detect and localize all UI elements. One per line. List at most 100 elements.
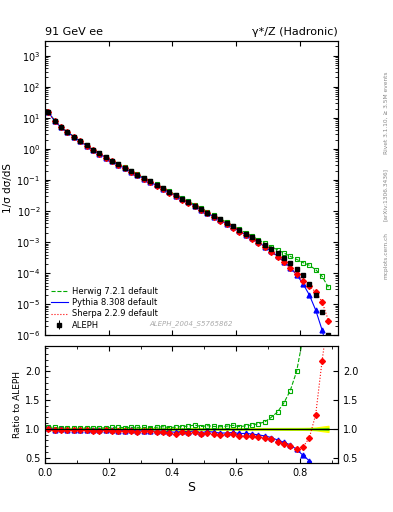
Herwig 7.2.1 default — [231, 223, 235, 229]
Line: Sherpa 2.2.9 default: Sherpa 2.2.9 default — [48, 112, 329, 321]
Pythia 8.308 default — [320, 327, 325, 333]
Pythia 8.308 default — [269, 248, 274, 254]
Herwig 7.2.1 default — [326, 284, 331, 290]
Sherpa 2.2.9 default — [294, 271, 299, 278]
Sherpa 2.2.9 default — [205, 210, 210, 217]
Pythia 8.308 default — [263, 244, 267, 250]
Herwig 7.2.1 default — [135, 172, 140, 178]
Sherpa 2.2.9 default — [65, 129, 70, 135]
Sherpa 2.2.9 default — [231, 225, 235, 231]
Herwig 7.2.1 default — [129, 168, 134, 174]
Pythia 8.308 default — [256, 239, 261, 245]
Pythia 8.308 default — [154, 182, 159, 188]
Y-axis label: Ratio to ALEPH: Ratio to ALEPH — [13, 371, 22, 438]
Sherpa 2.2.9 default — [224, 221, 229, 227]
Pythia 8.308 default — [148, 179, 152, 185]
Herwig 7.2.1 default — [224, 219, 229, 225]
Sherpa 2.2.9 default — [110, 158, 114, 164]
Sherpa 2.2.9 default — [97, 151, 102, 157]
Herwig 7.2.1 default — [288, 253, 293, 260]
Herwig 7.2.1 default — [167, 188, 172, 195]
Pythia 8.308 default — [84, 142, 89, 148]
Text: [arXiv:1306.3436]: [arXiv:1306.3436] — [383, 168, 388, 221]
Pythia 8.308 default — [59, 124, 63, 131]
Sherpa 2.2.9 default — [326, 317, 331, 324]
Herwig 7.2.1 default — [52, 118, 57, 124]
Sherpa 2.2.9 default — [46, 109, 51, 115]
Pythia 8.308 default — [78, 138, 83, 144]
Pythia 8.308 default — [161, 186, 165, 192]
Sherpa 2.2.9 default — [211, 214, 216, 220]
Pythia 8.308 default — [122, 165, 127, 171]
Herwig 7.2.1 default — [173, 191, 178, 198]
Herwig 7.2.1 default — [65, 129, 70, 135]
Pythia 8.308 default — [116, 162, 121, 168]
Sherpa 2.2.9 default — [52, 118, 57, 124]
Sherpa 2.2.9 default — [180, 197, 184, 203]
Pythia 8.308 default — [65, 129, 70, 135]
Pythia 8.308 default — [250, 236, 254, 242]
Herwig 7.2.1 default — [320, 273, 325, 280]
Herwig 7.2.1 default — [256, 237, 261, 243]
Herwig 7.2.1 default — [281, 250, 286, 256]
Pythia 8.308 default — [186, 199, 191, 205]
Sherpa 2.2.9 default — [281, 259, 286, 265]
Sherpa 2.2.9 default — [307, 283, 312, 289]
Text: ALEPH_2004_S5765862: ALEPH_2004_S5765862 — [150, 320, 233, 327]
Pythia 8.308 default — [231, 224, 235, 230]
Sherpa 2.2.9 default — [135, 173, 140, 179]
Pythia 8.308 default — [180, 196, 184, 202]
Legend: Herwig 7.2.1 default, Pythia 8.308 default, Sherpa 2.2.9 default, ALEPH: Herwig 7.2.1 default, Pythia 8.308 defau… — [50, 286, 160, 331]
Sherpa 2.2.9 default — [161, 186, 165, 192]
Sherpa 2.2.9 default — [250, 236, 254, 242]
Pythia 8.308 default — [141, 176, 146, 182]
Pythia 8.308 default — [97, 151, 102, 157]
Pythia 8.308 default — [199, 206, 204, 212]
Line: Pythia 8.308 default: Pythia 8.308 default — [48, 112, 329, 354]
Pythia 8.308 default — [313, 307, 318, 313]
Sherpa 2.2.9 default — [72, 134, 76, 140]
Text: mcplots.cern.ch: mcplots.cern.ch — [383, 232, 388, 280]
Herwig 7.2.1 default — [116, 161, 121, 167]
Pythia 8.308 default — [224, 221, 229, 227]
Herwig 7.2.1 default — [141, 175, 146, 181]
Sherpa 2.2.9 default — [275, 253, 280, 260]
Herwig 7.2.1 default — [211, 212, 216, 219]
Herwig 7.2.1 default — [180, 195, 184, 201]
Herwig 7.2.1 default — [46, 109, 51, 115]
Y-axis label: 1/σ dσ/dS: 1/σ dσ/dS — [4, 163, 13, 213]
Sherpa 2.2.9 default — [288, 265, 293, 271]
Pythia 8.308 default — [211, 214, 216, 220]
Pythia 8.308 default — [173, 193, 178, 199]
Pythia 8.308 default — [301, 281, 305, 287]
Pythia 8.308 default — [46, 109, 51, 115]
Herwig 7.2.1 default — [84, 142, 89, 148]
Herwig 7.2.1 default — [90, 146, 95, 153]
Pythia 8.308 default — [237, 228, 242, 234]
Herwig 7.2.1 default — [218, 216, 222, 222]
Sherpa 2.2.9 default — [313, 289, 318, 295]
Sherpa 2.2.9 default — [243, 232, 248, 238]
Sherpa 2.2.9 default — [148, 179, 152, 185]
Sherpa 2.2.9 default — [78, 138, 83, 144]
Herwig 7.2.1 default — [161, 185, 165, 191]
Herwig 7.2.1 default — [59, 124, 63, 130]
Herwig 7.2.1 default — [122, 164, 127, 170]
Sherpa 2.2.9 default — [90, 147, 95, 153]
Sherpa 2.2.9 default — [301, 278, 305, 284]
Pythia 8.308 default — [294, 271, 299, 278]
Sherpa 2.2.9 default — [199, 207, 204, 213]
Herwig 7.2.1 default — [199, 205, 204, 211]
Sherpa 2.2.9 default — [129, 169, 134, 175]
Herwig 7.2.1 default — [186, 198, 191, 204]
Herwig 7.2.1 default — [193, 202, 197, 208]
Pythia 8.308 default — [52, 118, 57, 124]
Pythia 8.308 default — [90, 147, 95, 153]
Herwig 7.2.1 default — [243, 230, 248, 236]
Sherpa 2.2.9 default — [116, 162, 121, 168]
Pythia 8.308 default — [205, 210, 210, 216]
Pythia 8.308 default — [193, 203, 197, 209]
Herwig 7.2.1 default — [154, 181, 159, 187]
Herwig 7.2.1 default — [110, 158, 114, 164]
Herwig 7.2.1 default — [72, 134, 76, 140]
